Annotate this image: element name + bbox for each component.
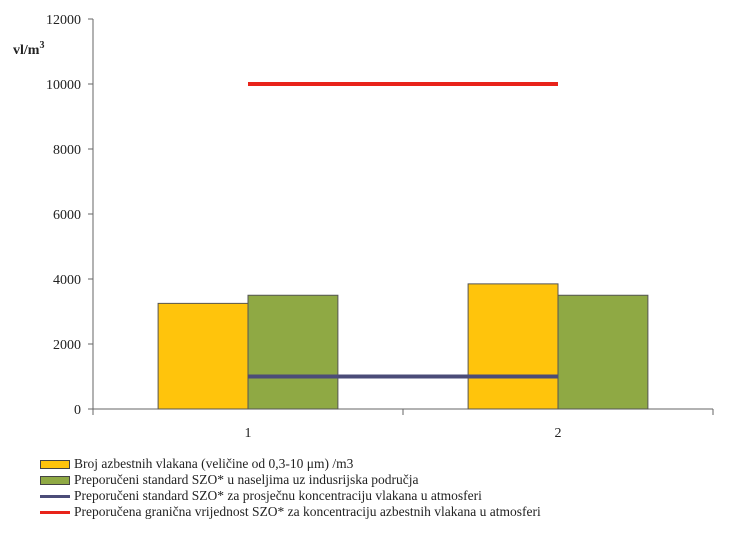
x-tick-label: 2 — [555, 426, 562, 441]
y-tick-label: 2000 — [53, 338, 81, 353]
legend-label-standard-average: Preporučeni standard SZO* za prosječnu k… — [74, 488, 482, 503]
y-axis-label: vl/m3 — [13, 40, 44, 58]
bar-standard-industrial-1 — [247, 294, 339, 410]
y-tick-label: 12000 — [46, 13, 81, 28]
chart-legend: Broj azbestnih vlakana (veličine od 0,3-… — [40, 456, 541, 520]
bar-fibers-2 — [467, 283, 559, 410]
x-tick-label: 1 — [245, 426, 252, 441]
y-tick-label: 0 — [74, 403, 81, 418]
legend-item-fibers: Broj azbestnih vlakana (veličine od 0,3-… — [40, 456, 541, 472]
bar-standard-industrial-2 — [557, 294, 649, 410]
legend-label-limit-value: Preporučena granična vrijednost SZO* za … — [74, 504, 541, 519]
legend-label-fibers: Broj azbestnih vlakana (veličine od 0,3-… — [74, 456, 354, 471]
bar-fibers-1 — [157, 302, 249, 410]
y-tick-label: 10000 — [46, 78, 81, 93]
y-tick-label: 8000 — [53, 143, 81, 158]
y-tick-label: 6000 — [53, 208, 81, 223]
y-tick-label: 4000 — [53, 273, 81, 288]
legend-label-standard-industrial: Preporučeni standard SZO* u naseljima uz… — [74, 472, 419, 487]
legend-item-standard-average: Preporučeni standard SZO* za prosječnu k… — [40, 488, 541, 504]
legend-swatch-limit-value — [40, 510, 70, 514]
legend-swatch-standard-industrial — [40, 475, 70, 485]
legend-item-limit-value: Preporučena granična vrijednost SZO* za … — [40, 504, 541, 520]
legend-swatch-fibers — [40, 459, 70, 469]
legend-item-standard-industrial: Preporučeni standard SZO* u naseljima uz… — [40, 472, 541, 488]
legend-swatch-standard-average — [40, 494, 70, 498]
